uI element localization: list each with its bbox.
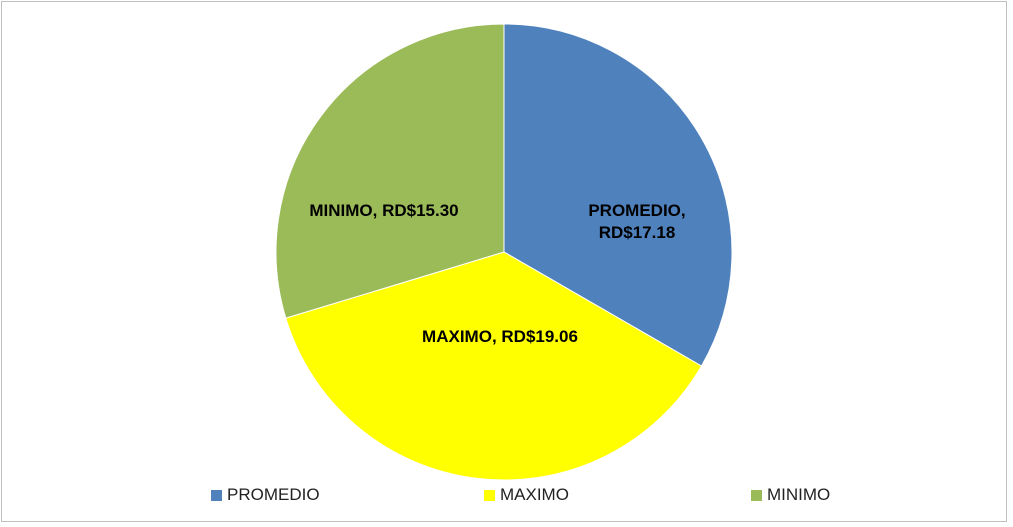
data-label: MINIMO, RD$15.30 [309,201,459,220]
pie-slice [503,23,733,367]
pie-slice [275,23,505,319]
pie-slice [285,251,703,481]
data-label: PROMEDIO, RD$17.18 [588,201,686,242]
legend-item: MAXIMO [484,485,569,505]
legend-label: MAXIMO [500,485,569,504]
legend-item: MINIMO [751,485,830,505]
legend-label: MINIMO [767,485,831,504]
legend-swatch [751,489,762,501]
legend-swatch [484,489,495,501]
legend-item: PROMEDIO [211,485,320,505]
data-label: MAXIMO, RD$19.06 [422,327,578,346]
legend-label: PROMEDIO [227,485,320,504]
legend-swatch [211,489,222,501]
